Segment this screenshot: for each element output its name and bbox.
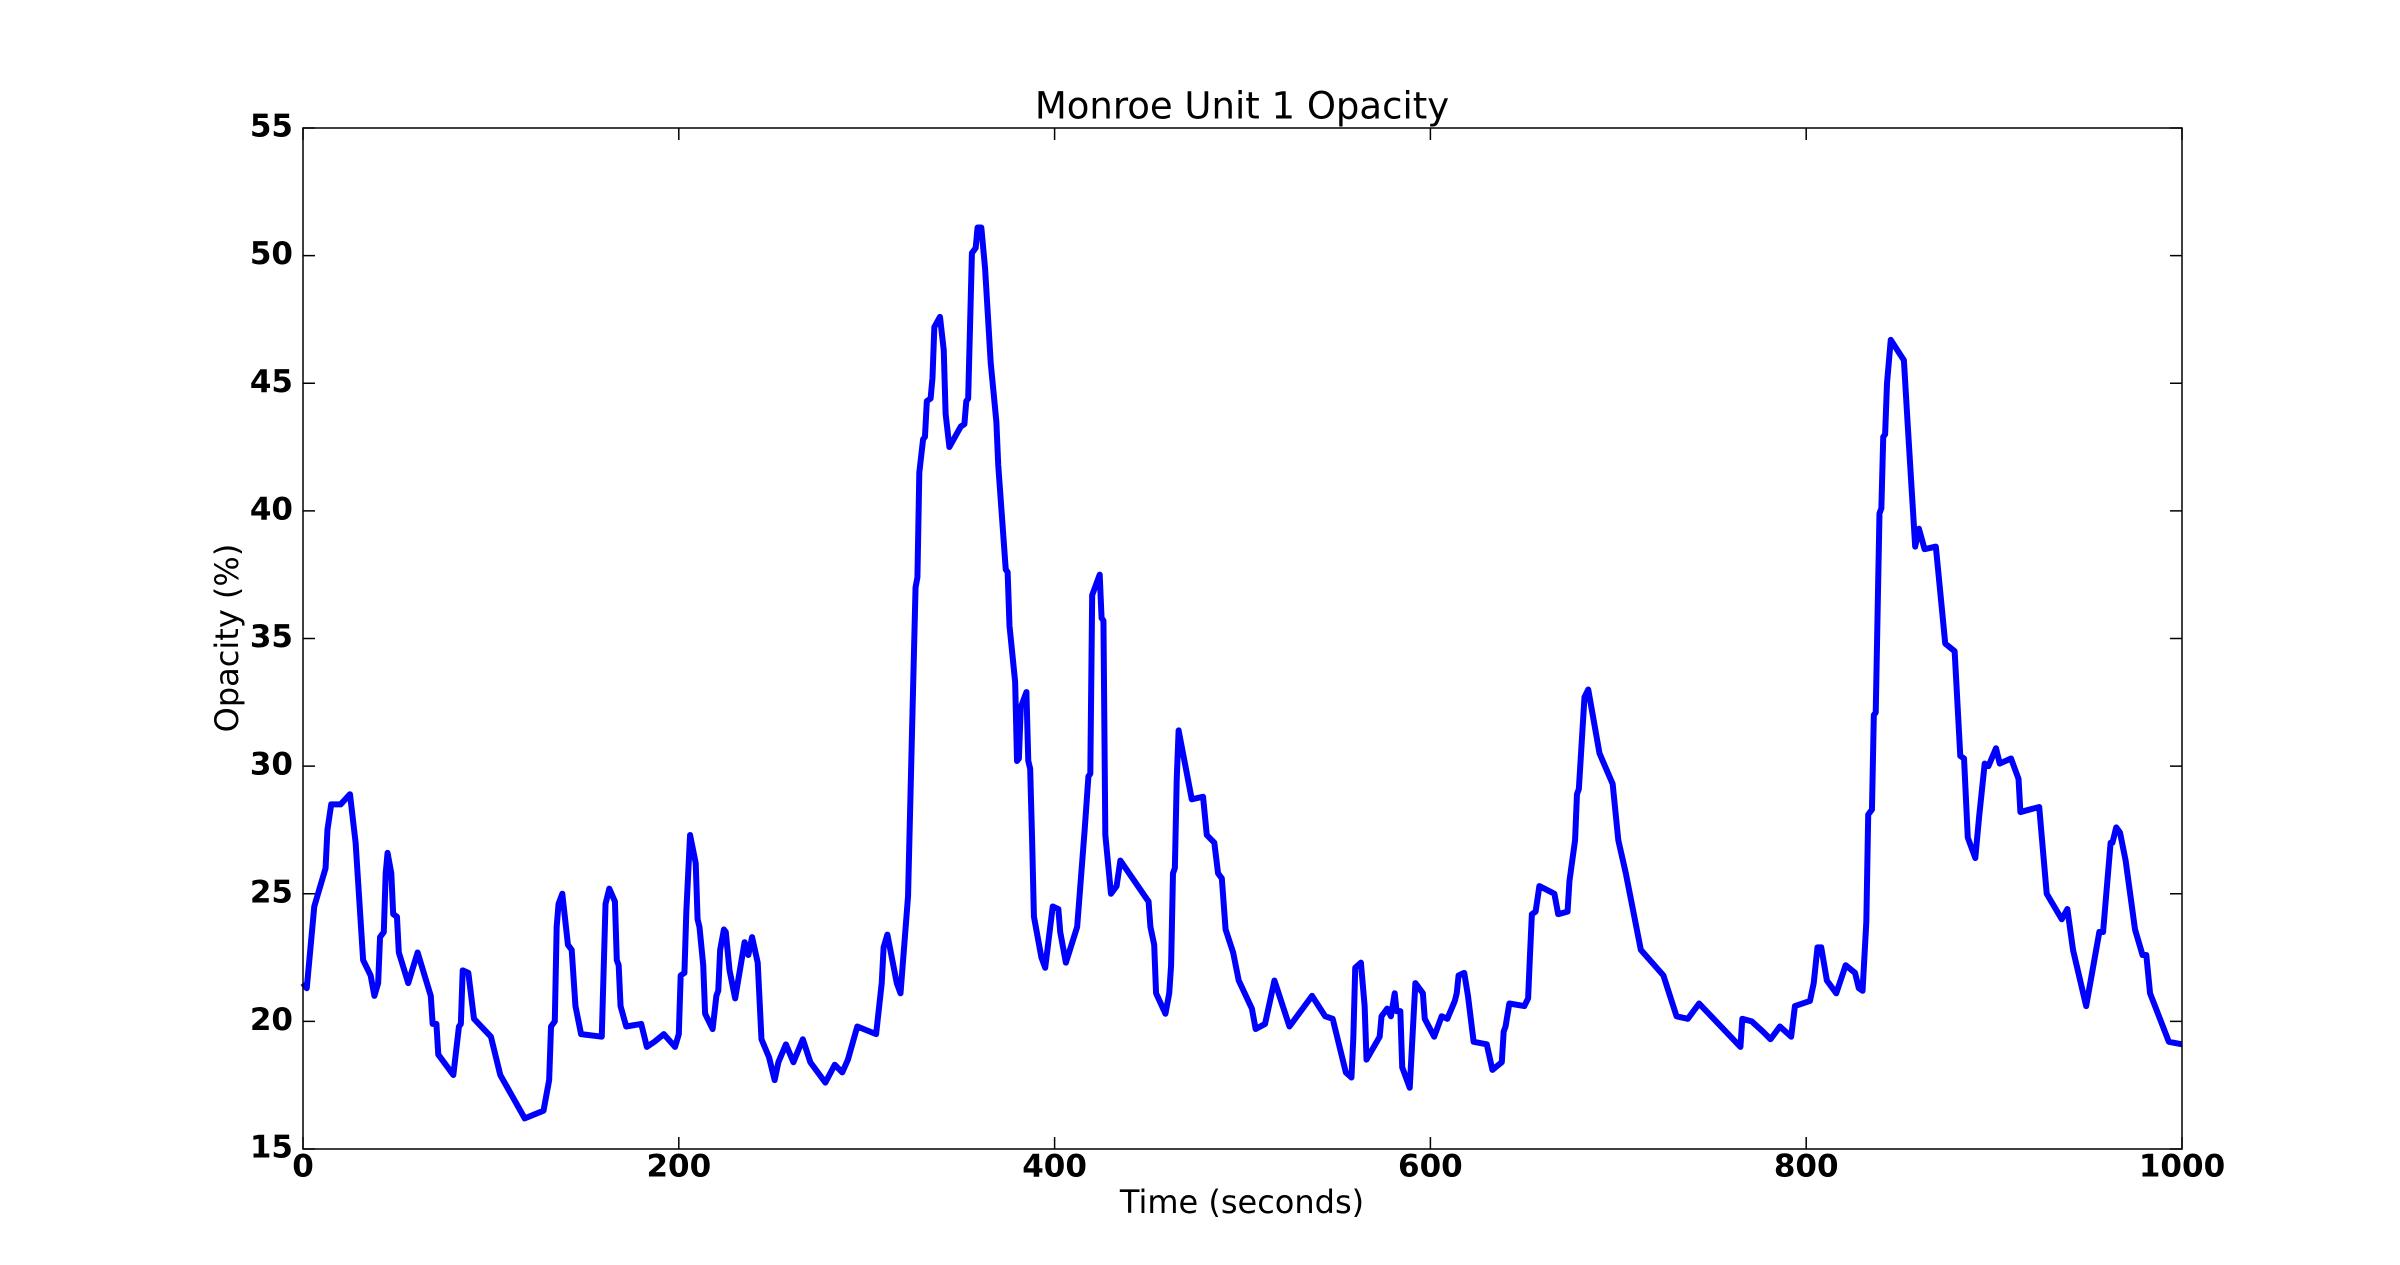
chart-title: Monroe Unit 1 Opacity: [1035, 85, 1449, 128]
x-tick-label: 800: [1774, 1149, 1839, 1185]
y-tick-label: 40: [250, 491, 293, 527]
y-tick-label: 35: [250, 619, 293, 655]
x-tick-label: 600: [1398, 1149, 1463, 1185]
y-axis-label: Opacity (%): [208, 544, 246, 733]
x-tick-label: 200: [646, 1149, 711, 1185]
plot-frame: [302, 127, 2183, 1150]
y-tick-label: 55: [250, 109, 293, 145]
y-tick-label: 15: [250, 1130, 293, 1166]
x-tick-label: 0: [292, 1149, 314, 1185]
y-tick-label: 30: [250, 747, 293, 783]
y-tick-label: 50: [250, 236, 293, 272]
y-tick-label: 20: [250, 1002, 293, 1038]
data-line: [300, 224, 2183, 1122]
x-axis-label: Time (seconds): [1119, 1183, 1364, 1221]
y-tick-label: 45: [250, 364, 293, 400]
y-tick-label: 25: [250, 874, 293, 910]
x-tick-label: 400: [1022, 1149, 1087, 1185]
x-tick-label: 1000: [2139, 1149, 2225, 1185]
